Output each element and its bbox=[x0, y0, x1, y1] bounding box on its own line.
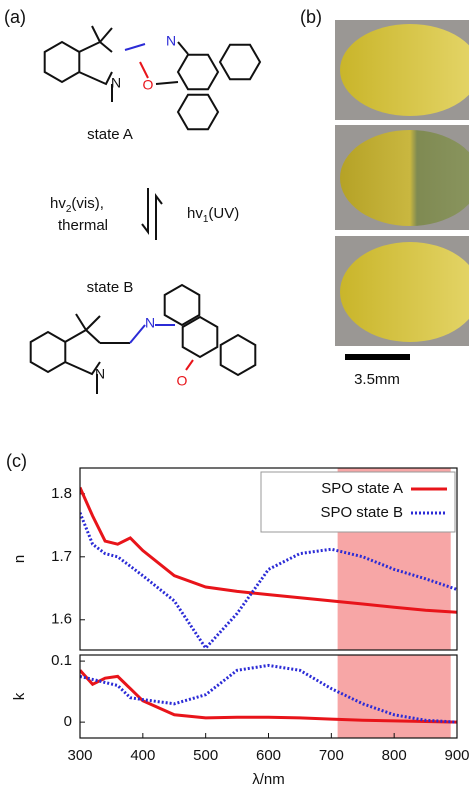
hv: hv bbox=[50, 195, 66, 212]
legend-label: SPO state A bbox=[321, 480, 403, 497]
x-tick-label: 500 bbox=[193, 747, 218, 764]
state-label: state A bbox=[87, 126, 133, 143]
bond bbox=[186, 360, 193, 370]
ring bbox=[221, 335, 256, 375]
x-axis-label: λ/nm bbox=[252, 771, 285, 788]
ring bbox=[31, 332, 66, 372]
reaction-condition: hv2(vis), bbox=[50, 195, 104, 215]
ring bbox=[183, 317, 218, 357]
y-axis-label: k bbox=[11, 692, 28, 700]
atom-label: N bbox=[166, 33, 176, 49]
ring bbox=[165, 285, 200, 325]
condition: (vis), bbox=[71, 195, 104, 212]
scale-label: 3.5mm bbox=[354, 371, 400, 388]
condition: (UV) bbox=[208, 205, 239, 222]
panel-label: (c) bbox=[6, 451, 27, 471]
atom-label: N bbox=[111, 75, 121, 91]
scale-bar bbox=[345, 354, 410, 360]
x-tick-label: 800 bbox=[382, 747, 407, 764]
hv: hv bbox=[187, 205, 203, 222]
y-tick-label: 1.7 bbox=[51, 548, 72, 565]
bond bbox=[140, 62, 148, 78]
ring bbox=[220, 45, 260, 80]
x-tick-label: 600 bbox=[256, 747, 281, 764]
y-tick-label: 1.8 bbox=[51, 485, 72, 502]
y-tick-label: 0 bbox=[64, 713, 72, 730]
figure: (a) (b) (c) N N O N N O state A state B hv2(v… bbox=[0, 0, 469, 796]
reaction-condition: thermal bbox=[58, 217, 108, 234]
legend-label: SPO state B bbox=[320, 504, 403, 521]
x-tick-label: 700 bbox=[319, 747, 344, 764]
y-tick-label: 1.6 bbox=[51, 611, 72, 628]
panel-label: (a) bbox=[4, 7, 26, 27]
atom-label: N bbox=[95, 366, 105, 382]
ring bbox=[178, 55, 218, 90]
x-tick-label: 300 bbox=[67, 747, 92, 764]
bond bbox=[65, 314, 130, 394]
bond bbox=[125, 44, 145, 50]
atom-label: O bbox=[143, 77, 154, 93]
x-tick-label: 400 bbox=[130, 747, 155, 764]
reaction-condition: hv1(UV) bbox=[187, 205, 239, 225]
bond bbox=[79, 26, 112, 102]
ring bbox=[45, 42, 80, 82]
state-label: state B bbox=[87, 279, 134, 296]
y-axis-label: n bbox=[11, 555, 28, 563]
photos bbox=[335, 20, 469, 346]
x-tick-label: 900 bbox=[444, 747, 469, 764]
ring bbox=[178, 95, 218, 130]
highlight-region bbox=[338, 655, 451, 738]
y-tick-label: 0.1 bbox=[51, 652, 72, 669]
atom-label: N bbox=[145, 315, 155, 331]
equilibrium-arrows bbox=[142, 188, 162, 240]
atom-label: O bbox=[177, 373, 188, 389]
panel-label: (b) bbox=[300, 7, 322, 27]
